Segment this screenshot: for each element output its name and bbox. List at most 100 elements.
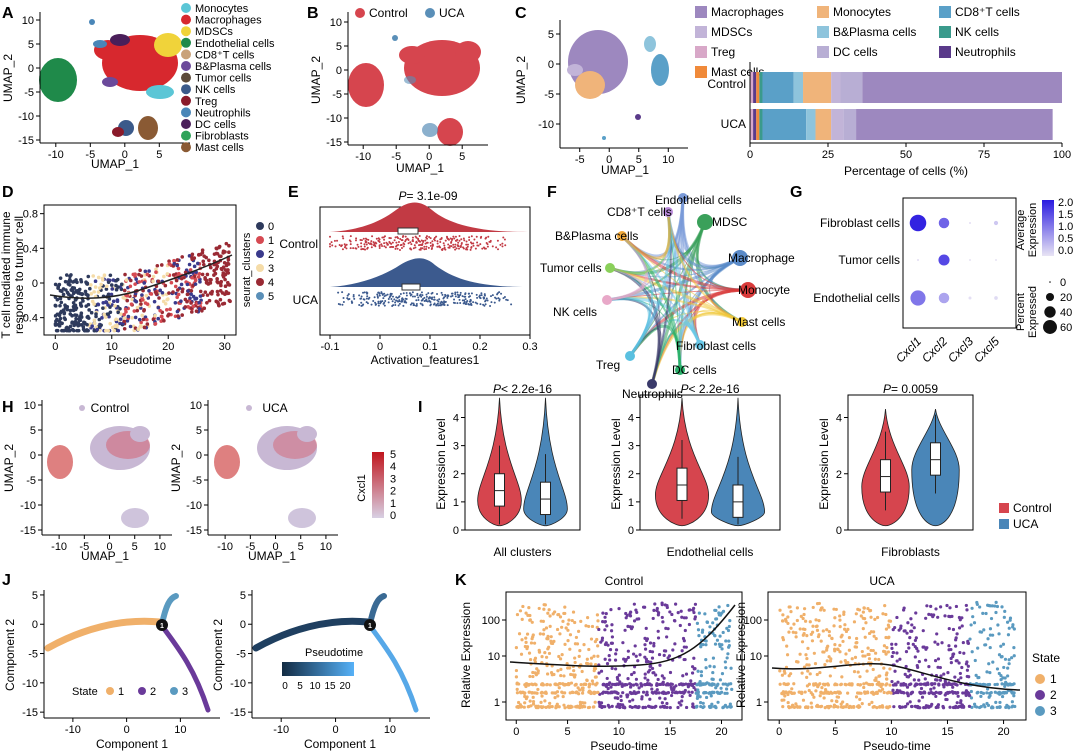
k-point (823, 691, 827, 695)
rain-point (431, 243, 434, 246)
k-point (838, 618, 842, 622)
k-point (863, 691, 867, 695)
k-point (950, 690, 954, 694)
state-label-k: 1 (1050, 672, 1057, 686)
k-point (517, 632, 522, 636)
rain-point (431, 296, 434, 299)
k-point (518, 609, 523, 613)
k-point (697, 611, 701, 615)
rain-point (378, 245, 381, 248)
k-point (701, 642, 705, 647)
k-point (548, 683, 552, 687)
k-point (976, 690, 980, 694)
k-point (946, 671, 950, 675)
cluster-treg (112, 127, 124, 137)
k-point (718, 634, 722, 638)
k-y-tick: 10 (488, 651, 500, 663)
legend-label-a: Fibroblasts (195, 131, 249, 143)
k-point (794, 631, 798, 635)
k-point (665, 635, 669, 639)
rain-point (489, 240, 492, 243)
rain-point (370, 243, 373, 246)
k-point (601, 683, 605, 687)
scatter-point (190, 252, 195, 257)
k-point (985, 670, 989, 674)
k-point (948, 690, 952, 694)
scatter-point (226, 268, 230, 272)
k-point (727, 639, 731, 643)
c-y-tick: 5 (548, 29, 554, 41)
k-point (643, 672, 647, 676)
k-point (934, 678, 938, 682)
k-point (606, 643, 610, 647)
rain-point (375, 237, 378, 240)
scatter-point (187, 262, 192, 267)
legend-label-a: Mast cells (195, 142, 244, 154)
k-point (663, 697, 667, 701)
x-axis-label-b: UMAP_1 (396, 161, 444, 175)
legend-swatch-c (939, 26, 951, 38)
rain-point (427, 292, 430, 295)
k-point (680, 615, 684, 619)
rain-point (353, 297, 356, 300)
scatter-point (167, 262, 172, 266)
k-point (794, 702, 798, 706)
k-point (581, 691, 585, 695)
rain-point (377, 302, 380, 305)
k-point (975, 600, 979, 605)
k-point (573, 656, 577, 660)
k-point (581, 686, 585, 690)
rain-point (391, 295, 394, 298)
scatter-point (116, 328, 121, 333)
rain-point (451, 294, 454, 297)
dotplot-dot (968, 221, 972, 225)
rain-point (459, 245, 462, 248)
k-point (1007, 662, 1011, 666)
k-point (636, 659, 640, 663)
k-point (806, 646, 810, 650)
h-x-tick: 0 (106, 541, 112, 553)
scatter-point (197, 271, 202, 276)
rain-point (377, 291, 380, 294)
i-p-value: P< 2.2e-16 (680, 382, 739, 396)
rain-point (427, 297, 430, 300)
rain-point (436, 240, 439, 243)
scatter-point (186, 289, 190, 293)
k-point (575, 642, 580, 646)
rain-point (502, 297, 505, 300)
k-point (565, 661, 569, 666)
scatter-point (136, 327, 141, 332)
scatter-point (83, 289, 88, 294)
scatter-point (198, 252, 203, 257)
k-trend-control (509, 604, 736, 667)
rain-point (360, 297, 363, 300)
legend-label-d: 1 (268, 235, 274, 247)
k-point (679, 703, 683, 707)
k-point (685, 705, 689, 710)
rain-point (380, 243, 383, 246)
k-point (995, 604, 1000, 609)
rain-point (398, 248, 401, 251)
k-point (1006, 674, 1010, 678)
k-point (906, 642, 910, 646)
rain-point (458, 239, 461, 242)
i-ylabel: Expression Level (609, 418, 623, 509)
rain-point (397, 304, 400, 307)
k-point (607, 654, 611, 658)
k-point (589, 662, 593, 666)
k-point (528, 613, 532, 618)
scatter-point (227, 283, 232, 287)
k-point (908, 636, 912, 640)
k-point (825, 690, 830, 694)
k-y-tick: 100 (744, 615, 762, 627)
k-point (955, 632, 959, 636)
k-point (936, 642, 940, 646)
k-point (882, 690, 886, 695)
rain-point (401, 297, 404, 300)
scatter-point (219, 283, 223, 288)
rain-point (395, 299, 398, 302)
scatter-point (77, 287, 82, 292)
scatter-point (74, 278, 78, 282)
k-point (945, 603, 949, 608)
